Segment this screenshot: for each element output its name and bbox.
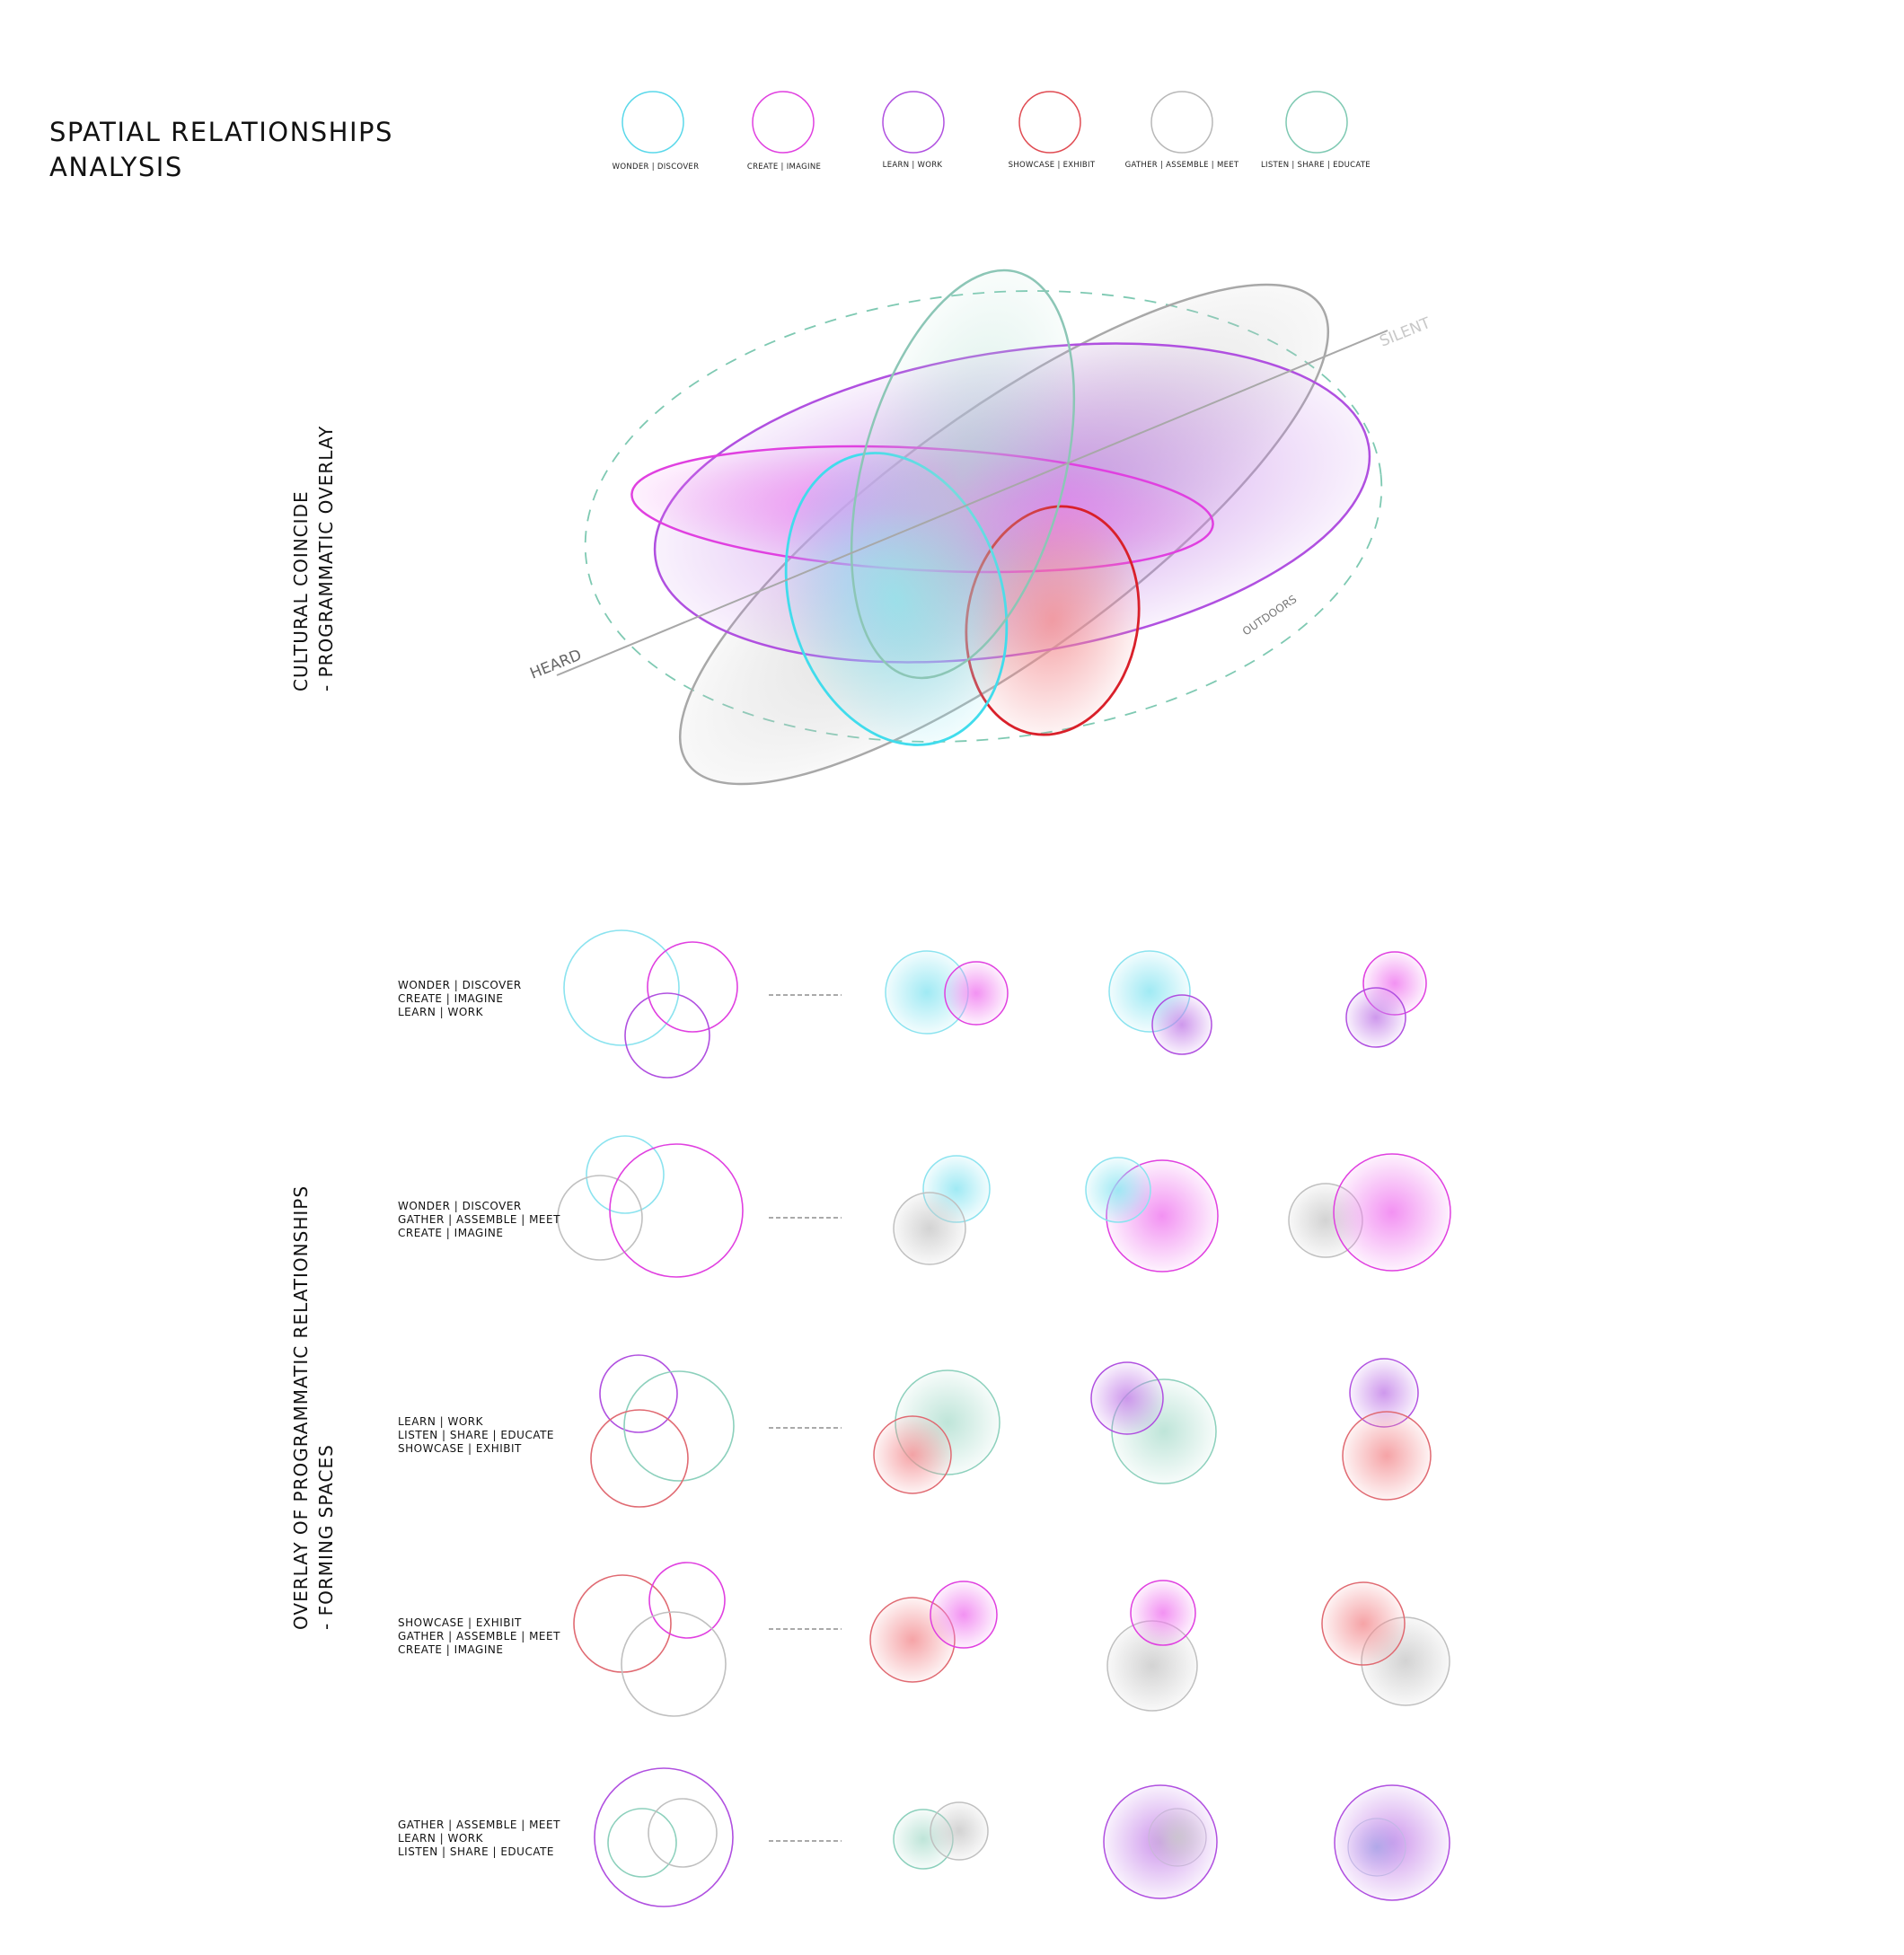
showcase-circle — [1342, 1411, 1432, 1501]
row-label-line: GATHER | ASSEMBLE | MEET — [398, 1630, 560, 1642]
row-label-line: LISTEN | SHARE | EDUCATE — [398, 1429, 555, 1441]
row-label-line: SHOWCASE | EXHIBIT — [398, 1616, 522, 1629]
showcase-circle — [873, 1415, 952, 1494]
legend-listen-icon — [1285, 91, 1348, 154]
showcase-circle — [590, 1409, 689, 1508]
row-label-line: LEARN | WORK — [398, 1415, 483, 1428]
page-title-line-1: SPATIAL RELATIONSHIPS — [49, 117, 393, 147]
legend-create-icon — [752, 91, 815, 154]
axis-label-silent: SILENT — [1377, 314, 1433, 351]
row-label-line: LEARN | WORK — [398, 1832, 483, 1845]
gather-circle — [893, 1192, 966, 1265]
axis-label-heard: HEARD — [527, 647, 584, 683]
wonder-circle — [563, 929, 680, 1046]
section2-label-line-2: - FORMING SPACES — [315, 1444, 337, 1630]
create-circle — [609, 1143, 744, 1278]
create-circle — [1333, 1153, 1451, 1272]
relationship-row-4 — [573, 1562, 1450, 1717]
relationship-row-1 — [563, 929, 1427, 1079]
row-label-line: SHOWCASE | EXHIBIT — [398, 1442, 522, 1455]
row-3-label: LEARN | WORK LISTEN | SHARE | EDUCATE SH… — [398, 1415, 554, 1456]
page-title: SPATIAL RELATIONSHIPS ANALYSIS — [49, 115, 393, 185]
legend-showcase-icon — [1018, 91, 1081, 154]
relationship-row-2 — [557, 1135, 1451, 1278]
listen-circle — [607, 1808, 677, 1878]
learn-circle — [594, 1767, 734, 1907]
listen-zone — [850, 269, 1076, 680]
legend: WONDER | DISCOVER CREATE | IMAGINE LEARN… — [613, 91, 1371, 172]
learn-circle — [599, 1354, 678, 1433]
legend-learn-icon — [882, 91, 945, 154]
legend-label-showcase: SHOWCASE | EXHIBIT — [1009, 161, 1096, 170]
gather-circle — [557, 1175, 643, 1261]
gather-circle — [648, 1798, 718, 1868]
legend-label-create: CREATE | IMAGINE — [747, 163, 821, 172]
row-label-line: GATHER | ASSEMBLE | MEET — [398, 1213, 560, 1226]
row-4-label: SHOWCASE | EXHIBIT GATHER | ASSEMBLE | M… — [398, 1616, 560, 1657]
showcase-circle — [1321, 1581, 1406, 1666]
legend-label-gather: GATHER | ASSEMBLE | MEET — [1125, 161, 1239, 170]
legend-label-wonder: WONDER | DISCOVER — [613, 163, 700, 172]
create-circle — [648, 1562, 726, 1639]
gather-circle — [621, 1611, 727, 1717]
legend-wonder-icon — [621, 91, 684, 154]
legend-gather-icon — [1150, 91, 1213, 154]
learn-circle — [1151, 994, 1212, 1055]
row-1-label: WONDER | DISCOVER CREATE | IMAGINE LEARN… — [398, 979, 522, 1019]
row-label-line: WONDER | DISCOVER — [398, 979, 522, 991]
learn-circle — [1345, 987, 1406, 1048]
legend-label-listen: LISTEN | SHARE | EDUCATE — [1261, 161, 1371, 170]
create-circle — [1130, 1580, 1196, 1646]
axis-label-outdoors: OUTDOORS — [1240, 593, 1300, 638]
row-label-line: WONDER | DISCOVER — [398, 1200, 522, 1212]
listen-circle — [623, 1370, 735, 1482]
row-label-line: CREATE | IMAGINE — [398, 992, 504, 1005]
learn-circle — [1090, 1361, 1164, 1435]
relationship-row-5 — [594, 1767, 1450, 1907]
row-label-line: CREATE | IMAGINE — [398, 1643, 504, 1656]
gather-circle — [1148, 1808, 1207, 1867]
row-label-line: CREATE | IMAGINE — [398, 1227, 504, 1239]
learn-circle — [624, 992, 710, 1079]
create-circle — [647, 941, 738, 1033]
wonder-circle — [586, 1135, 665, 1214]
gather-circle — [930, 1801, 989, 1861]
row-label-line: GATHER | ASSEMBLE | MEET — [398, 1819, 560, 1831]
wonder-circle — [1347, 1818, 1406, 1877]
row-label-line: LEARN | WORK — [398, 1006, 483, 1018]
row-label-line: LISTEN | SHARE | EDUCATE — [398, 1845, 555, 1858]
relationship-row-3 — [590, 1354, 1432, 1508]
programmatic-overlay-diagram: HEARD SILENT OUTDOORS — [527, 269, 1433, 786]
section1-label-line-1: CULTURAL COINCIDE — [290, 490, 312, 691]
wonder-circle — [1085, 1157, 1151, 1223]
heard-silent-axis — [556, 330, 1388, 676]
row-2-label: WONDER | DISCOVER GATHER | ASSEMBLE | ME… — [398, 1200, 560, 1240]
create-circle — [930, 1581, 998, 1649]
row-5-label: GATHER | ASSEMBLE | MEET LEARN | WORK LI… — [398, 1819, 560, 1859]
section1-label-line-2: - PROGRAMMATIC OVERLAY — [315, 426, 337, 691]
legend-label-learn: LEARN | WORK — [883, 161, 943, 170]
section2-label-line-1: OVERLAY OF PROGRAMMATIC RELATIONSHIPS — [290, 1185, 312, 1630]
create-circle — [944, 961, 1009, 1026]
page-title-line-2: ANALYSIS — [49, 152, 183, 182]
